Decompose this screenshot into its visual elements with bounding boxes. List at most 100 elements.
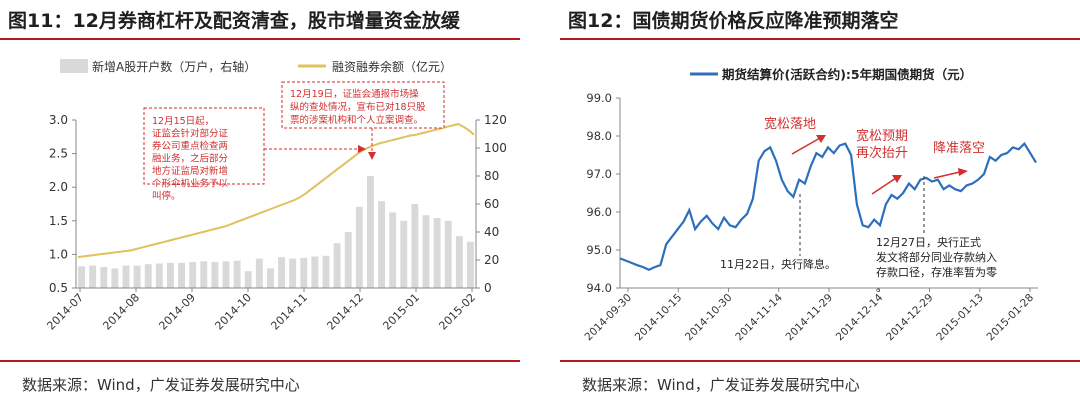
x-tick-label: 2014-10-30 — [683, 292, 735, 344]
annotation-line-dec15: 证监会针对部分证 — [152, 128, 229, 140]
figure-11-source: 数据来源：Wind，广发证券发展研究中心 — [22, 376, 300, 394]
annotation-line-dec15: 融业务，之后部分 — [152, 153, 229, 165]
margin-balance-series — [77, 122, 475, 259]
annotation-easing-expectation: 宽松预期再次抬升 — [856, 128, 908, 161]
new-accounts-bar — [122, 265, 130, 288]
left-tick-label: 2.5 — [49, 147, 68, 161]
new-accounts-bar — [100, 267, 108, 288]
new-accounts-bar — [267, 268, 274, 288]
right-tick-label: 80 — [484, 169, 499, 183]
y-tick-label: 94.0 — [586, 281, 612, 295]
futures-price-line — [619, 141, 1037, 272]
legend-label-margin-balance: 融资融券余额（亿元） — [332, 59, 452, 74]
chart-11-x-tick-labels: 2014-07 2014-08 2014-09 2014-10 2014-11 2014-… — [44, 288, 478, 333]
margin-balance-line — [77, 122, 475, 259]
y-tick-label: 97.0 — [586, 167, 612, 181]
chart-11-right-tick-labels: 0 20 40 60 80 100 120 — [476, 113, 507, 295]
chart-11-left-tick-labels: 0.5 1.0 1.5 2.0 2.5 3.0 — [49, 113, 76, 295]
arrow-rrr-cut-missed — [933, 171, 961, 179]
right-tick-label: 60 — [484, 197, 499, 211]
annotation-box-dec19 — [281, 81, 445, 129]
legend-label-futures: 期货结算价(活跃合约):5年期国债期货（元） — [722, 67, 972, 82]
futures-price-series — [619, 141, 1037, 272]
annotation-line-dec15: 12月15日起， — [152, 116, 214, 127]
new-accounts-bar — [200, 261, 208, 288]
figure-11: 图11：12月券商杠杆及配资清查，股市增量资金放缓 新增A股开户数（万户，右轴）… — [0, 0, 520, 405]
x-tick-label: 2015-01-13 — [934, 292, 986, 344]
new-accounts-bar — [400, 220, 408, 288]
new-accounts-bar — [211, 262, 219, 288]
new-accounts-bar — [355, 206, 363, 288]
chart-12-y-tick-labels: 94.0 95.0 96.0 97.0 98.0 99.0 — [586, 91, 620, 295]
new-accounts-bar — [89, 265, 97, 288]
new-accounts-bar — [300, 257, 308, 288]
x-tick-label: 2014-11-29 — [783, 292, 835, 344]
figure-12-chart: 期货结算价(活跃合约):5年期国债期货（元） 94.095.096.097.09… — [582, 67, 1038, 343]
annotation-text-dec19: 12月19日，证监会通报市场操纵的查处情况，宣布已对18只股票的涉案机构和个人立… — [290, 88, 426, 126]
new-accounts-bar — [411, 204, 419, 288]
annotation-line-dec15: 个形伞机业务予以 — [152, 178, 229, 190]
new-accounts-bar — [433, 218, 441, 288]
annotation-line-dec27: 。 — [876, 281, 887, 294]
new-accounts-bar — [78, 266, 85, 288]
x-tick-label: 2014-07 — [44, 291, 86, 333]
left-tick-label: 0.5 — [49, 281, 68, 295]
new-accounts-bar — [467, 241, 474, 288]
y-tick-label: 99.0 — [586, 91, 612, 105]
new-accounts-bar — [344, 232, 352, 288]
figure-12-bottom-rule — [560, 360, 1080, 362]
new-accounts-bar — [111, 268, 119, 288]
new-accounts-bar — [333, 243, 341, 288]
arrowhead-easing-landed — [816, 135, 826, 143]
new-accounts-bar — [189, 262, 197, 288]
x-tick-label: 2014-08 — [100, 291, 142, 333]
annotation-line-dec15: 券公司重点检查两 — [152, 140, 228, 152]
arrow-easing-expectation — [871, 177, 897, 195]
figure-12-source: 数据来源：Wind，广发证券发展研究中心 — [582, 376, 860, 394]
legend-swatch-new-accounts — [60, 59, 88, 73]
figure-11-chart: 新增A股开户数（万户，右轴） 融资融券余额（亿元） 0.5 1.0 1.5 2.0 2.… — [44, 59, 507, 333]
left-tick-label: 1.5 — [49, 214, 68, 228]
new-accounts-bar — [144, 264, 152, 288]
new-accounts-bar — [367, 176, 374, 288]
right-tick-label: 100 — [484, 141, 507, 155]
x-tick-label: 2014-12-14 — [834, 291, 886, 343]
arrowhead-rrr-cut-missed — [958, 168, 968, 176]
new-accounts-bar — [378, 201, 385, 288]
right-tick-label: 40 — [484, 225, 499, 239]
new-accounts-bar — [244, 271, 252, 288]
annotation-arrowhead-dec19 — [368, 152, 376, 160]
right-tick-label: 120 — [484, 113, 507, 127]
chart-12-x-tick-labels: 2014-09-302014-10-152014-10-302014-11-14… — [582, 288, 1036, 343]
x-tick-label: 2015-01 — [380, 291, 422, 333]
annotation-line-dec19: 票的涉案机构和个人立案调查。 — [290, 114, 423, 126]
annotation-line-dec19: 12月19日，证监会通报市场操 — [290, 88, 419, 100]
new-accounts-bars — [78, 176, 474, 288]
new-accounts-bar — [133, 265, 141, 288]
new-accounts-bar — [455, 236, 463, 288]
annotation-line-dec15: 地方证监局对新增 — [152, 165, 228, 177]
figure-11-bottom-rule — [0, 360, 520, 362]
legend-label-new-accounts: 新增A股开户数（万户，右轴） — [92, 59, 256, 74]
x-tick-label: 2014-12 — [324, 291, 366, 333]
x-tick-label: 2015-02 — [436, 291, 478, 333]
figure-12-top-rule — [560, 38, 1080, 40]
annotation-easing-landed: 宽松落地 — [764, 116, 816, 132]
figure-12-title: 图12：国债期货价格反应降准预期落空 — [568, 10, 899, 32]
x-tick-label: 2014-10-15 — [633, 292, 685, 344]
annotation-arrowhead-dec15 — [358, 145, 366, 153]
right-tick-label: 20 — [484, 253, 499, 267]
arrowhead-easing-expectation — [892, 175, 902, 183]
left-tick-label: 2.0 — [49, 180, 68, 194]
new-accounts-bar — [255, 258, 263, 288]
annotation-line-dec27: 存款口径，存准率暂为零 — [876, 265, 997, 279]
new-accounts-bar — [278, 257, 285, 288]
annotation-line-dec27: 发文将部分同业存款纳入 — [876, 250, 997, 264]
x-tick-label: 2014-09-30 — [582, 292, 634, 344]
x-tick-label: 2014-11-14 — [733, 291, 785, 343]
y-tick-label: 98.0 — [586, 129, 612, 143]
new-accounts-bar — [222, 261, 230, 288]
new-accounts-bar — [155, 263, 163, 288]
annotation-box-dec15 — [143, 107, 265, 185]
